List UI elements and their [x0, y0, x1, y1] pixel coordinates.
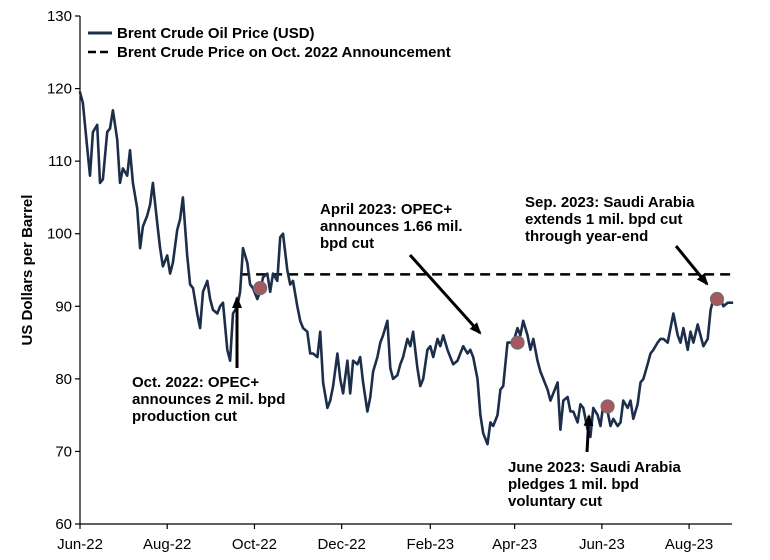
- x-tick-label: Aug-22: [143, 536, 191, 553]
- annotation-line: announces 1.66 mil.: [320, 218, 463, 235]
- annotation-line: June 2023: Saudi Arabia: [508, 459, 682, 476]
- y-tick-label: 80: [55, 371, 72, 388]
- annotation-sep-2023: Sep. 2023: Saudi Arabia extends 1 mil. b…: [525, 194, 709, 286]
- y-tick-label: 60: [55, 516, 72, 533]
- annotation-line: pledges 1 mil. bpd: [508, 476, 639, 493]
- axes: 60 70 80 90 100 110 120 130 Jun-22 Aug-22 Oct-22 D…: [47, 8, 732, 553]
- x-tick-label: Aug-23: [665, 536, 713, 553]
- x-tick-label: Dec-22: [317, 536, 365, 553]
- legend-label-price: Brent Crude Oil Price (USD): [117, 25, 315, 42]
- annotation-text: April 2023: OPEC+ announces 1.66 mil. bp…: [320, 201, 467, 252]
- price-series-line: [78, 90, 734, 446]
- x-tick-label: Jun-22: [57, 536, 103, 553]
- x-tick-label: Oct-22: [232, 536, 277, 553]
- event-marker: [600, 399, 615, 414]
- annotation-text: Sep. 2023: Saudi Arabia extends 1 mil. b…: [525, 194, 699, 245]
- annotation-arrow: [583, 414, 594, 453]
- annotation-line: through year-end: [525, 228, 648, 245]
- y-axis-label: US Dollars per Barrel: [19, 195, 36, 346]
- annotation-line: Sep. 2023: Saudi Arabia: [525, 194, 695, 211]
- x-tick-label: Feb-23: [407, 536, 455, 553]
- event-marker: [253, 281, 268, 296]
- event-markers: [253, 281, 725, 414]
- annotation-apr-2023: April 2023: OPEC+ announces 1.66 mil. bp…: [320, 201, 482, 335]
- annotation-arrow: [674, 245, 709, 286]
- y-ticks: 60 70 80 90 100 110 120 130: [47, 8, 80, 533]
- annotation-text: Oct. 2022: OPEC+ announces 2 mil. bpd pr…: [132, 374, 290, 425]
- legend-label-announcement: Brent Crude Price on Oct. 2022 Announcem…: [117, 44, 451, 61]
- annotation-text: June 2023: Saudi Arabia pledges 1 mil. b…: [508, 459, 685, 510]
- annotation-arrow: [408, 253, 482, 335]
- y-tick-label: 120: [47, 81, 72, 98]
- series-layer: [78, 90, 734, 446]
- y-tick-label: 110: [48, 153, 72, 170]
- annotation-line: production cut: [132, 408, 237, 425]
- annotation-line: announces 2 mil. bpd: [132, 391, 285, 408]
- annotation-line: April 2023: OPEC+: [320, 201, 452, 218]
- annotation-line: voluntary cut: [508, 493, 602, 510]
- y-tick-label: 70: [55, 443, 72, 460]
- event-marker: [510, 335, 525, 350]
- x-tick-label: Apr-23: [492, 536, 537, 553]
- y-tick-label: 130: [47, 8, 72, 25]
- annotation-line: Oct. 2022: OPEC+: [132, 374, 259, 391]
- legend: Brent Crude Oil Price (USD) Brent Crude …: [88, 25, 451, 61]
- annotation-jun-2023: June 2023: Saudi Arabia pledges 1 mil. b…: [508, 414, 685, 510]
- x-tick-label: Jun-23: [579, 536, 625, 553]
- annotation-oct-2022: Oct. 2022: OPEC+ announces 2 mil. bpd pr…: [132, 296, 290, 425]
- annotation-line: bpd cut: [320, 235, 374, 252]
- event-marker: [709, 291, 725, 307]
- x-ticks: Jun-22 Aug-22 Oct-22 Dec-22 Feb-23 Apr-23 Jun-…: [57, 524, 713, 553]
- y-tick-label: 100: [47, 226, 72, 243]
- annotation-line: extends 1 mil. bpd cut: [525, 211, 683, 228]
- y-tick-label: 90: [55, 298, 72, 315]
